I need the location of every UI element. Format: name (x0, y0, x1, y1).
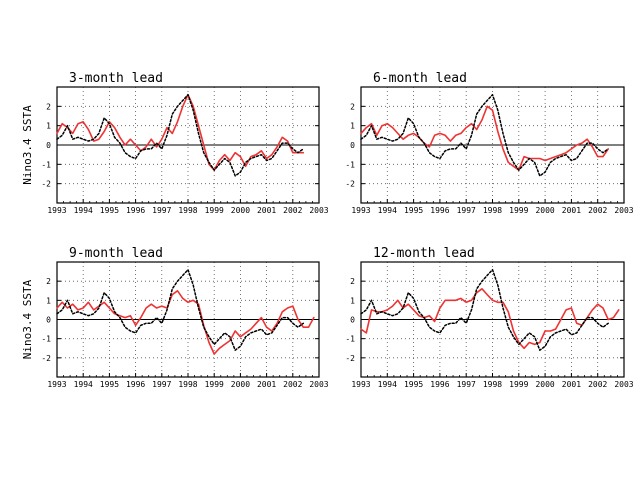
panel-lead-12: 1993 1994 1995 1996 1997 1998 1999 2000 2001 2002… (345, 246, 633, 389)
x-tick-label: 2003 (614, 380, 633, 389)
x-tick-label: 1994 (378, 380, 397, 389)
x-tick-label: 1999 (205, 380, 224, 389)
y-tick-label: 1 (350, 296, 355, 305)
x-tick-label: 1996 (126, 206, 145, 215)
y-tick-label: 0 (46, 141, 51, 150)
x-tick-label: 1996 (126, 380, 145, 389)
x-tick-label: 1998 (483, 206, 502, 215)
x-tick-label: 2002 (283, 206, 302, 215)
panel-title: 12-month lead (373, 246, 475, 261)
observed-series-line (360, 268, 609, 351)
forecast-series-line (56, 289, 315, 355)
x-tick-label: 1993 (47, 206, 66, 215)
panel-lead-6: 1993 1994 1995 1996 1997 1998 1999 2000 2001 2002… (345, 71, 633, 215)
x-tick-label: 1996 (430, 206, 449, 215)
x-tick-label: 2003 (614, 206, 633, 215)
forecast-series-line (360, 287, 620, 350)
observed-series-line (360, 93, 609, 177)
y-tick-label: -2 (345, 180, 355, 189)
panel-lead-9: 1993 1994 1995 1996 1997 1998 1999 2000 2001 2002… (21, 246, 329, 389)
y-tick-label: 0 (350, 141, 355, 150)
x-tick-label: 1998 (483, 380, 502, 389)
y-tick-label: -2 (345, 354, 355, 363)
panel-title: 6-month lead (373, 71, 467, 86)
panel-title: 3-month lead (69, 71, 163, 86)
y-tick-label: -2 (41, 354, 51, 363)
y-tick-label: 0 (350, 316, 355, 325)
x-tick-label: 1997 (457, 380, 476, 389)
x-tick-label: 2001 (562, 206, 581, 215)
x-tick-label: 1998 (178, 380, 197, 389)
y-axis-label: Nino3.4 SSTA (21, 105, 34, 185)
x-tick-label: 1994 (74, 380, 93, 389)
y-tick-label: 2 (46, 102, 51, 111)
x-tick-label: 2003 (309, 380, 328, 389)
y-tick-label: -2 (41, 180, 51, 189)
y-tick-label: 2 (46, 277, 51, 286)
x-tick-label: 2000 (535, 380, 554, 389)
x-tick-label: 2000 (231, 206, 250, 215)
x-tick-label: 1996 (430, 380, 449, 389)
x-tick-label: 2000 (535, 206, 554, 215)
x-tick-label: 1999 (509, 206, 528, 215)
y-tick-label: 1 (46, 296, 51, 305)
observed-series-line (56, 268, 305, 351)
x-tick-label: 2002 (283, 380, 302, 389)
y-tick-label: 0 (46, 316, 51, 325)
x-tick-label: 2001 (257, 380, 276, 389)
x-tick-label: 1993 (47, 380, 66, 389)
forecast-series-line (360, 105, 610, 171)
x-tick-label: 1995 (404, 206, 423, 215)
forecast-series-line (56, 93, 305, 171)
y-tick-label: -1 (345, 335, 355, 344)
x-tick-label: 1995 (100, 380, 119, 389)
x-tick-label: 2001 (562, 380, 581, 389)
x-tick-label: 1993 (351, 380, 370, 389)
x-tick-label: 2002 (588, 206, 607, 215)
x-tick-label: 1993 (351, 206, 370, 215)
x-tick-label: 1997 (457, 206, 476, 215)
x-tick-label: 1995 (100, 206, 119, 215)
x-tick-label: 1999 (509, 380, 528, 389)
y-axis-label: Nino3.4 SSTA (21, 279, 34, 359)
x-tick-label: 1999 (205, 206, 224, 215)
x-tick-label: 2003 (309, 206, 328, 215)
y-tick-label: -1 (345, 160, 355, 169)
y-tick-label: 1 (350, 122, 355, 131)
y-tick-label: -1 (41, 335, 51, 344)
y-tick-label: 1 (46, 122, 51, 131)
x-tick-label: 2000 (231, 380, 250, 389)
panel-lead-3: 1993 1994 1995 1996 1997 1998 1999 2000 2001 2002… (21, 71, 329, 215)
y-tick-label: 2 (350, 277, 355, 286)
observed-series-line (56, 93, 305, 177)
panel-title: 9-month lead (69, 246, 163, 261)
x-tick-label: 1994 (74, 206, 93, 215)
x-tick-label: 2002 (588, 380, 607, 389)
x-tick-label: 1998 (178, 206, 197, 215)
x-tick-label: 1997 (152, 206, 171, 215)
x-tick-label: 2001 (257, 206, 276, 215)
x-tick-label: 1997 (152, 380, 171, 389)
x-tick-label: 1995 (404, 380, 423, 389)
y-tick-label: 2 (350, 102, 355, 111)
x-tick-label: 1994 (378, 206, 397, 215)
y-tick-label: -1 (41, 160, 51, 169)
